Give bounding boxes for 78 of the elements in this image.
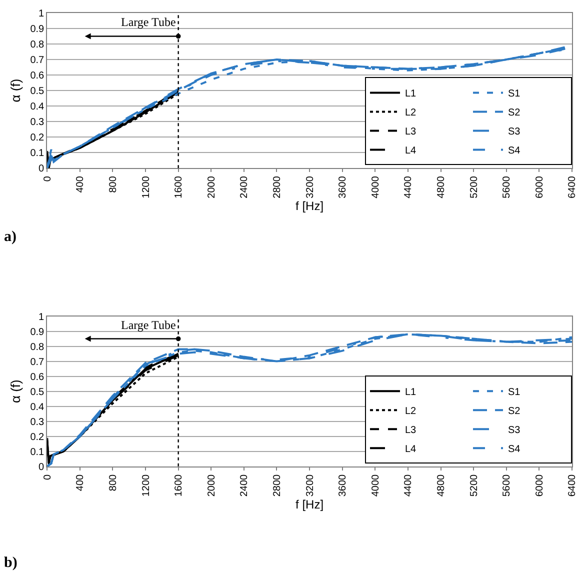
y-tick-label: 0.9 — [30, 24, 45, 35]
y-tick-label: 0.7 — [30, 55, 45, 66]
x-tick-label: 4400 — [403, 474, 414, 497]
legend-label: S4 — [508, 444, 521, 455]
x-tick-label: 6000 — [534, 474, 546, 497]
x-axis-title: f [Hz] — [296, 199, 324, 214]
x-tick-label: 4800 — [436, 176, 448, 198]
x-tick-label: 1600 — [174, 474, 185, 497]
y-tick-label: 0.9 — [30, 326, 45, 338]
x-tick-label: 6400 — [567, 176, 578, 198]
y-tick-label: 1 — [38, 8, 45, 20]
y-tick-label: 0.6 — [30, 372, 45, 383]
legend-label: L2 — [405, 406, 417, 417]
x-tick-label: 2400 — [239, 474, 250, 497]
x-tick-label: 3600 — [338, 176, 349, 198]
legend-label: S4 — [508, 146, 521, 157]
legend-label: S1 — [508, 386, 521, 398]
ref-line-label: Large Tube — [121, 15, 176, 29]
x-axis-title: f [Hz] — [296, 498, 324, 512]
legend-label: S1 — [508, 88, 521, 100]
legend-label: L2 — [405, 108, 417, 119]
x-tick-label: 1600 — [174, 176, 185, 198]
y-tick-label: 0.5 — [30, 86, 45, 98]
legend-label: S2 — [508, 406, 521, 417]
text: a) — [4, 229, 16, 245]
x-tick-label: 3200 — [304, 474, 316, 497]
x-tick-label: 6400 — [567, 474, 578, 497]
y-tick-label: 0 — [38, 462, 45, 473]
x-tick-label: 4000 — [370, 176, 382, 198]
y-tick-label: 0.8 — [30, 40, 45, 51]
x-tick-label: 3200 — [304, 176, 316, 198]
y-tick-label: 0.3 — [30, 117, 45, 128]
y-tick-label: 0.2 — [30, 432, 45, 443]
x-tick-label: 2800 — [272, 176, 283, 198]
y-tick-label: 0.3 — [30, 416, 45, 428]
y-tick-label: 0.6 — [30, 70, 45, 82]
y-tick-label: 0.5 — [30, 386, 45, 398]
x-tick-label: 5200 — [468, 474, 480, 497]
text: b) — [4, 555, 18, 571]
legend-label: S3 — [508, 126, 521, 138]
x-tick-label: 2000 — [206, 474, 218, 497]
y-tick-label: 0.1 — [30, 148, 45, 160]
x-tick-label: 400 — [75, 176, 86, 193]
y-tick-label: 0 — [38, 164, 45, 175]
x-tick-label: 2400 — [239, 176, 250, 198]
ref-line-label: Large Tube — [121, 318, 176, 332]
x-tick-label: 2000 — [206, 176, 218, 198]
y-axis-title: α (f) — [8, 380, 24, 404]
legend-label: L1 — [405, 88, 417, 100]
x-tick-label: 1200 — [140, 474, 152, 497]
legend-label: S3 — [508, 424, 521, 436]
y-axis-title: α (f) — [8, 78, 24, 102]
y-tick-label: 0.2 — [30, 132, 45, 144]
x-tick-label: 1200 — [140, 176, 152, 198]
y-tick-label: 0.4 — [30, 102, 45, 113]
legend-label: L4 — [405, 146, 417, 157]
legend-label: L1 — [405, 386, 417, 398]
x-tick-label: 800 — [108, 474, 119, 492]
y-tick-label: 1 — [38, 312, 45, 323]
y-tick-label: 0.8 — [30, 342, 45, 353]
x-tick-label: 3600 — [338, 474, 349, 497]
legend-label: S2 — [508, 108, 521, 119]
x-tick-label: 5600 — [502, 474, 513, 497]
legend-label: L4 — [405, 444, 417, 455]
x-tick-label: 400 — [75, 474, 86, 492]
x-tick-label: 4000 — [370, 474, 382, 497]
legend-label: L3 — [405, 126, 417, 138]
x-tick-label: 6000 — [534, 176, 546, 198]
y-tick-label: 0.1 — [30, 446, 45, 458]
y-tick-label: 0.7 — [30, 356, 45, 368]
y-tick-label: 0.4 — [30, 402, 45, 413]
legend-label: L3 — [405, 424, 417, 436]
x-tick-label: 4400 — [403, 176, 414, 198]
x-tick-label: 800 — [108, 176, 119, 193]
x-tick-label: 5600 — [502, 176, 513, 198]
x-tick-label: 4800 — [436, 474, 448, 497]
x-tick-label: 5200 — [468, 176, 480, 198]
x-tick-label: 2800 — [272, 474, 283, 497]
